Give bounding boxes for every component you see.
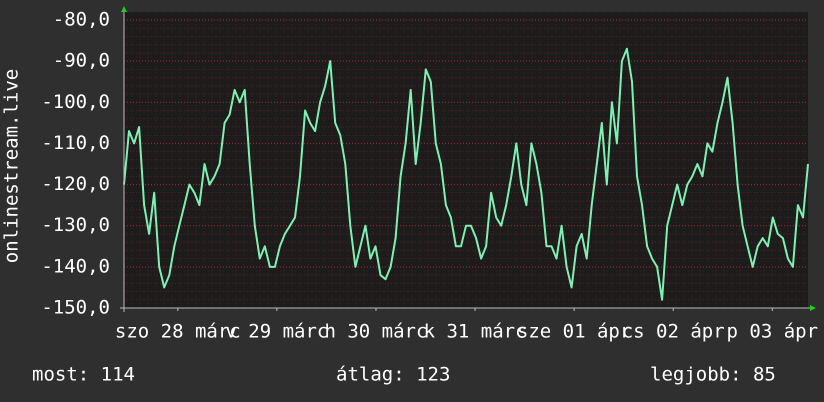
y-tick-label: -100,0 [41,91,110,113]
y-tick-label: -80,0 [53,9,110,31]
marks [123,47,809,301]
line [123,47,809,301]
x-tick-label: v 29 márc [225,321,328,343]
y-tick-label: -150,0 [41,297,110,319]
y-tick-label: -130,0 [41,214,110,236]
y-tick-label: -140,0 [41,255,110,277]
x-tick-label: sze 01 ápr [517,321,631,343]
grid [124,12,808,309]
x-tick-label: k 31 márc [424,321,527,343]
footer-average: átlag: 123 [336,364,450,386]
y-axis-label: onlinestream.live [1,69,23,263]
x-tick-label: szo 28 márc [115,321,241,343]
x-tick-label: p 03 ápr [727,321,819,343]
y-tick-label: -110,0 [41,132,110,154]
footer-best: legjobb: 85 [650,364,776,386]
footer-current: most: 114 [32,364,135,386]
x-tick-label: h 30 márc [324,321,427,343]
y-tick-label: -120,0 [41,173,110,195]
x-tick-label: cs 02 ápr [622,321,725,343]
x-axis-arrow [810,305,816,311]
y-axis-arrow [121,6,127,12]
y-tick-label: -90,0 [53,50,110,72]
